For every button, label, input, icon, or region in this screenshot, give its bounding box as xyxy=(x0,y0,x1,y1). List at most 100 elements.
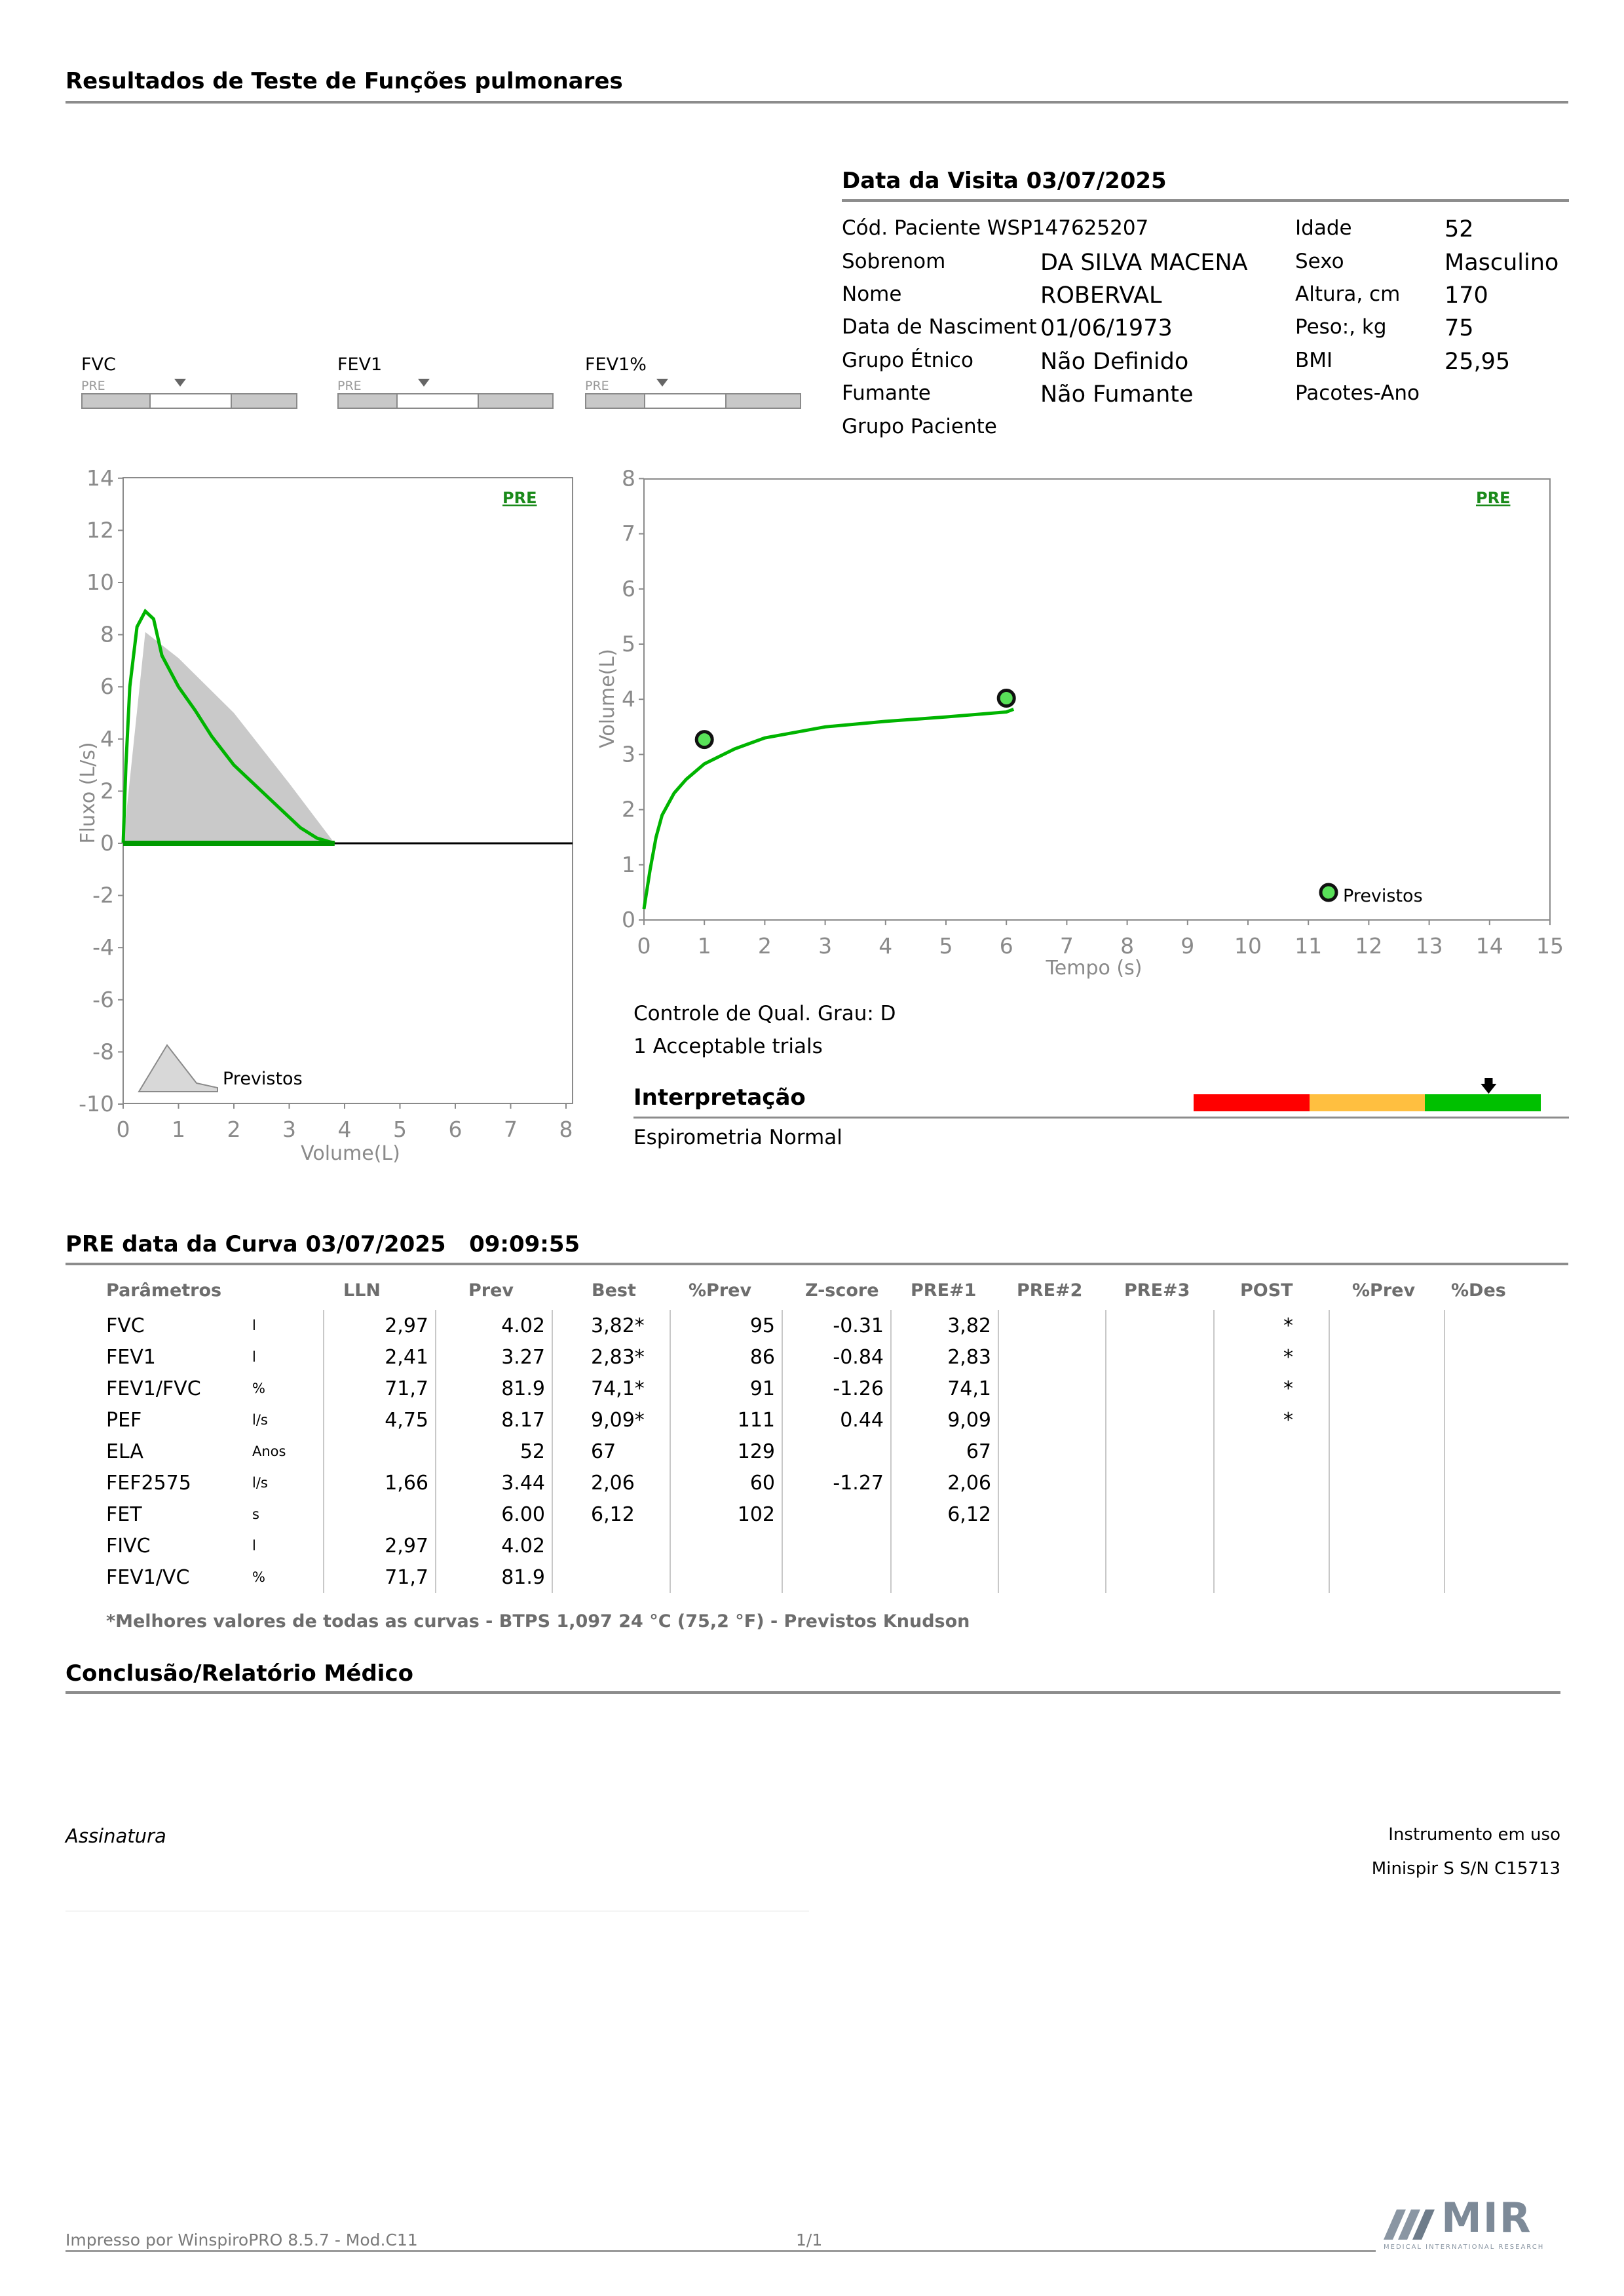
vt-xtick-label: 8 xyxy=(1120,933,1134,959)
table-cell: * xyxy=(1213,1310,1329,1341)
table-cell xyxy=(323,1499,436,1530)
fv-xlabel: Volume(L) xyxy=(301,1142,400,1165)
ethnic-label: Grupo Étnico xyxy=(842,349,973,372)
table-cell: l/s xyxy=(252,1412,268,1428)
instrument-serial: Minispir S S/N C15713 xyxy=(1371,1859,1560,1879)
table-cell: PEF xyxy=(106,1408,142,1432)
table-cell: 6.00 xyxy=(435,1499,552,1530)
table-cell xyxy=(782,1530,891,1561)
table-cell: 91 xyxy=(670,1373,782,1404)
vt-ytick-label: 8 xyxy=(622,465,635,491)
fv-ytick-label: -6 xyxy=(92,987,114,1012)
fv-ytick-label: 4 xyxy=(100,726,114,752)
col-header: PRE#2 xyxy=(1017,1280,1083,1301)
vt-curve xyxy=(642,708,1015,909)
table-cell: 67 xyxy=(552,1436,670,1467)
scale-segment xyxy=(1425,1094,1541,1111)
table-cell xyxy=(782,1561,891,1593)
printed-by: Impresso por WinspiroPRO 8.5.7 - Mod.C11 xyxy=(66,2230,418,2249)
interpretation-divider xyxy=(633,1117,1569,1119)
vt-xtick-label: 0 xyxy=(637,933,651,959)
curve-title: PRE data da Curva 03/07/2025 09:09:55 xyxy=(66,1231,580,1257)
vt-xtick-label: 7 xyxy=(1060,933,1074,959)
vt-xtick-label: 10 xyxy=(1234,933,1262,959)
col-header: POST xyxy=(1240,1280,1293,1301)
gauge-fev1-label: FEV1 xyxy=(337,354,383,375)
gauge-fvc-sub: PRE xyxy=(81,379,105,393)
name-value: ROBERVAL xyxy=(1040,282,1162,309)
table-cell: 4,75 xyxy=(323,1404,436,1436)
surname-value: DA SILVA MACENA xyxy=(1040,250,1248,276)
height-label: Altura, cm xyxy=(1295,282,1401,306)
col-header: Parâmetros xyxy=(106,1280,222,1301)
table-cell: FEV1 xyxy=(106,1345,156,1369)
page-number: 1/1 xyxy=(796,2230,823,2249)
weight-value: 75 xyxy=(1445,315,1474,341)
vt-ytick-label: 6 xyxy=(622,576,635,602)
table-cell xyxy=(1213,1499,1329,1530)
col-header: Best xyxy=(592,1280,636,1301)
table-cell: 9,09* xyxy=(552,1404,670,1436)
fv-xtick-label: 5 xyxy=(393,1117,407,1142)
sex-label: Sexo xyxy=(1295,250,1344,273)
bmi-value: 25,95 xyxy=(1445,349,1511,375)
table-cell: FET xyxy=(106,1502,142,1526)
patient-group-label: Grupo Paciente xyxy=(842,415,997,438)
visit-divider xyxy=(842,199,1569,202)
table-header-row: Parâmetros LLN Prev Best %Prev Z-score P… xyxy=(106,1271,1506,1310)
header-divider xyxy=(66,101,1568,104)
conclusion-divider xyxy=(66,1691,1560,1694)
mir-logo-icon xyxy=(1384,2210,1435,2240)
table-cell xyxy=(552,1530,670,1561)
fv-ytick-label: 2 xyxy=(100,778,114,803)
vt-xtick-label: 6 xyxy=(1000,933,1013,959)
vt-xtick-label: 4 xyxy=(878,933,892,959)
col-header: PRE#1 xyxy=(911,1280,977,1301)
table-cell: 129 xyxy=(670,1436,782,1467)
table-cell: 3,82* xyxy=(552,1310,670,1341)
col-header: %Prev xyxy=(1352,1280,1416,1301)
vt-ytick-label: 7 xyxy=(622,521,635,546)
table-cell: * xyxy=(1213,1341,1329,1373)
table-row: PEF l/s 4,75 8.17 9,09* 111 0.44 9,09 * xyxy=(106,1404,1506,1436)
ethnic-value: Não Definido xyxy=(1040,349,1189,375)
table-cell: FEV1/VC xyxy=(106,1565,190,1589)
sex-value: Masculino xyxy=(1445,250,1559,276)
table-cell: 0.44 xyxy=(782,1404,891,1436)
fv-ytick-label: 12 xyxy=(86,517,114,543)
footer-divider xyxy=(66,2250,1376,2252)
vt-legend-label: Previstos xyxy=(1343,886,1423,906)
table-cell: 2,97 xyxy=(323,1530,436,1561)
interpretation-text: Espirometria Normal xyxy=(633,1126,842,1149)
fv-ytick-label: -2 xyxy=(92,883,114,908)
fv-legend-label: Previstos xyxy=(223,1069,303,1089)
gauge-fvc-bar xyxy=(81,393,297,409)
arrow-down-icon xyxy=(418,379,430,387)
vt-frame xyxy=(643,478,1551,921)
table-row: FIVC l 2,97 4.02 xyxy=(106,1530,1506,1561)
table-cell: 81.9 xyxy=(435,1561,552,1593)
table-row: FEV1/FVC% 71,7 81.9 74,1* 91 -1.26 74,1 * xyxy=(106,1373,1506,1404)
table-cell: 2,97 xyxy=(323,1310,436,1341)
fv-ytick-label: 6 xyxy=(100,674,114,699)
table-cell: 102 xyxy=(670,1499,782,1530)
table-cell xyxy=(890,1561,998,1593)
vt-ytick-label: 4 xyxy=(622,686,635,712)
fv-ytick-label: -10 xyxy=(79,1091,114,1117)
instrument-label: Instrumento em uso xyxy=(1388,1825,1560,1845)
vt-predicted-point xyxy=(996,689,1016,708)
table-cell: 86 xyxy=(670,1341,782,1373)
table-cell: * xyxy=(1213,1404,1329,1436)
table-cell xyxy=(1213,1530,1329,1561)
vt-xtick-label: 9 xyxy=(1180,933,1194,959)
table-cell: 8.17 xyxy=(435,1404,552,1436)
fv-xtick-label: 7 xyxy=(504,1117,518,1142)
table-row: FEV1 l 2,41 3.27 2,83* 86 -0.84 2,83 * xyxy=(106,1341,1506,1373)
col-header: %Des xyxy=(1451,1280,1506,1301)
table-cell xyxy=(670,1561,782,1593)
vt-xtick-label: 1 xyxy=(698,933,711,959)
vt-ytick-label: 1 xyxy=(622,852,635,877)
table-cell: 71,7 xyxy=(323,1373,436,1404)
